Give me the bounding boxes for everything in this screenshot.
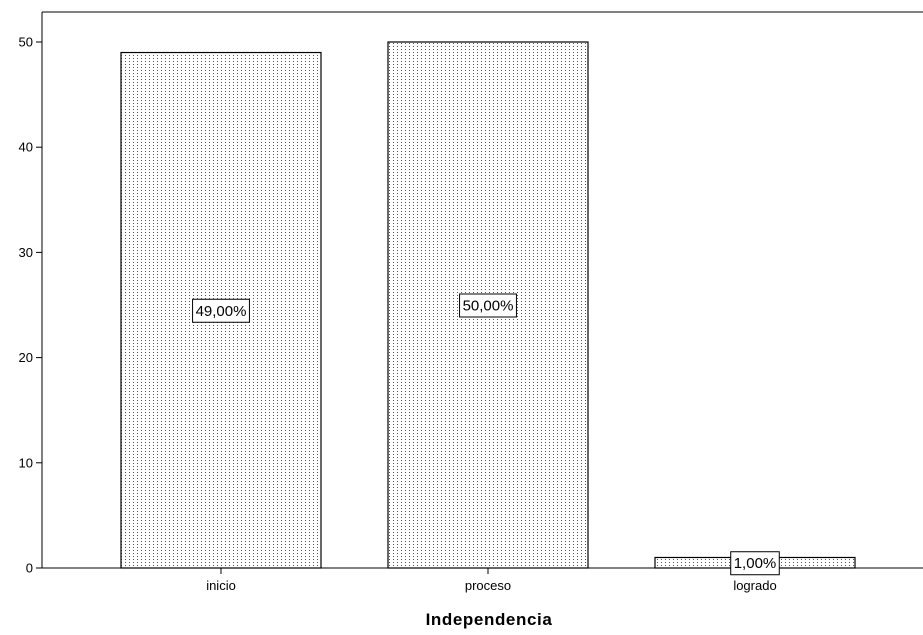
y-tick-label: 10 — [19, 455, 33, 470]
y-tick-label: 30 — [19, 245, 33, 260]
data-label-box — [730, 551, 780, 576]
data-label: 50,00% — [459, 293, 517, 318]
y-tick-label: 20 — [19, 350, 33, 365]
x-axis-title: Independencia — [426, 610, 553, 629]
data-label-text: 1,00% — [734, 555, 777, 572]
data-label: 49,00% — [192, 298, 250, 323]
data-labels: 49,00% 50,00% 1,00% — [192, 293, 780, 576]
x-tick-label: inicio — [206, 578, 236, 593]
data-label: 1,00% — [730, 551, 780, 576]
x-axis: inicio proceso logrado — [206, 568, 777, 593]
x-tick-label: proceso — [465, 578, 511, 593]
data-label-box — [192, 298, 250, 323]
y-tick-label: 0 — [26, 561, 33, 576]
y-tick-label: 50 — [19, 35, 33, 50]
data-label-text: 49,00% — [196, 303, 247, 320]
y-tick-label: 40 — [19, 140, 33, 155]
data-label-text: 50,00% — [463, 298, 514, 315]
x-tick-label: logrado — [733, 578, 776, 593]
y-axis: 0 10 20 30 40 50 — [19, 35, 42, 576]
data-label-box — [459, 293, 517, 318]
